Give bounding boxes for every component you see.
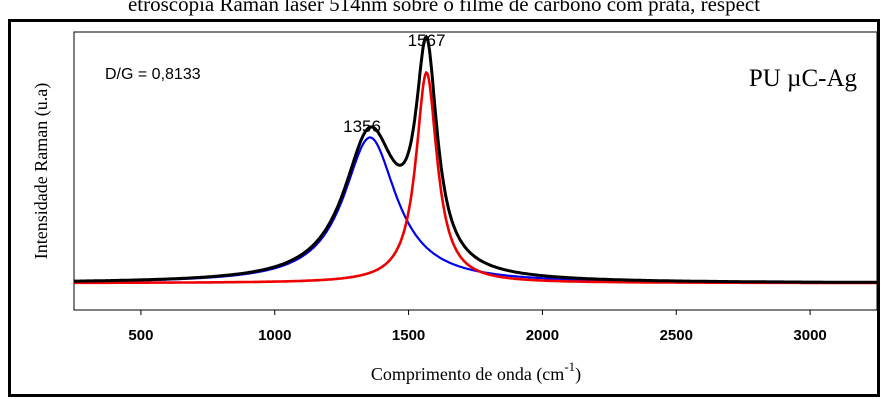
x-axis-label-superscript: -1 <box>564 359 575 374</box>
x-tick-label: 500 <box>128 327 153 344</box>
peak-label: 1567 <box>408 31 446 50</box>
x-tick-label: 2500 <box>660 327 693 344</box>
x-tick-label: 3000 <box>793 327 826 344</box>
x-axis-label-main: Comprimento de onda (cm <box>371 364 564 385</box>
raman-spectrum-chart: 500 1000 1500 2000 2500 3000 Intensidade Rama… <box>31 31 877 385</box>
series-spectrum-sum <box>74 34 877 284</box>
plot-area <box>73 31 877 311</box>
series-d-band-fit <box>74 136 877 284</box>
figure-caption: etroscopia Raman laser 514nm sobre o fil… <box>127 0 761 16</box>
x-tick-label: 1500 <box>392 327 425 344</box>
plot-area-border <box>73 31 877 311</box>
y-axis-label: Intensidade Raman (u.a) <box>31 83 52 259</box>
x-axis-label: Comprimento de onda (cm-1) <box>371 359 581 385</box>
sample-annotation: PU µC-Ag <box>749 65 858 92</box>
peak-label: 1356 <box>343 117 381 136</box>
x-axis-label-close: ) <box>575 364 581 385</box>
x-tick-label: 2000 <box>526 327 559 344</box>
x-tick-label: 1000 <box>258 327 291 344</box>
ratio-annotation: D/G = 0,8133 <box>105 66 201 83</box>
series-g-band-fit <box>74 70 877 285</box>
chart-frame: 500 1000 1500 2000 2500 3000 Intensidade Rama… <box>8 19 880 397</box>
